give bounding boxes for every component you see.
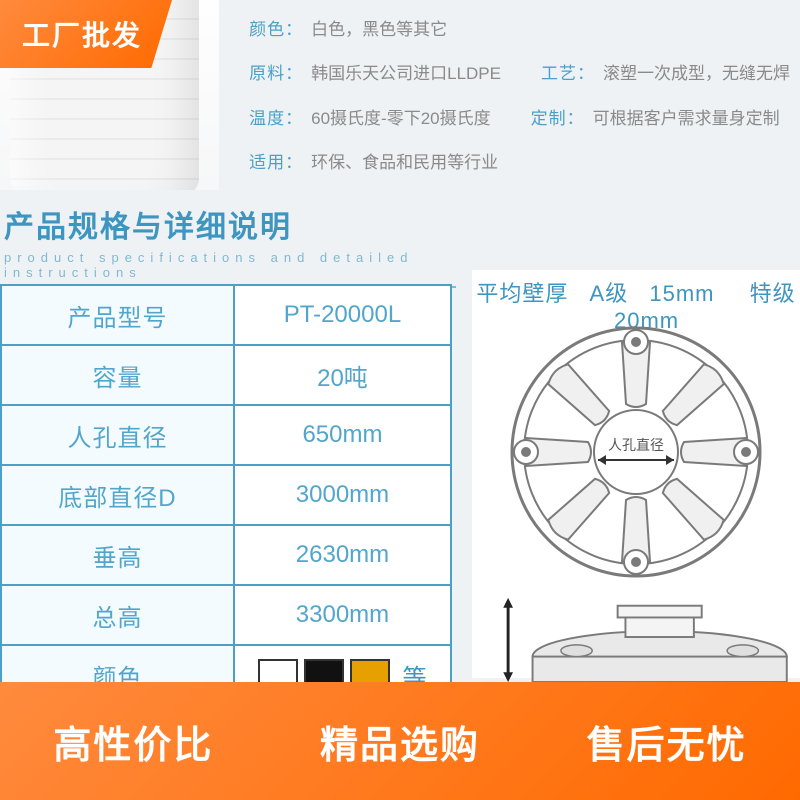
spec-key: 总高 <box>2 586 235 644</box>
attr-material: 原料： 韩国乐天公司进口LLDPE <box>249 58 501 90</box>
attr-process: 工艺： 滚塑一次成型，无缝无焊 <box>541 58 790 90</box>
spec-value: 3000mm <box>235 466 450 524</box>
spec-value: 650mm <box>235 406 450 464</box>
table-row: 产品型号PT-20000L <box>2 286 450 346</box>
table-row: 底部直径D3000mm <box>2 466 450 526</box>
attr-key: 温度： <box>249 103 303 135</box>
attr-key: 定制： <box>531 103 585 135</box>
attr-value: 环保、食品和民用等行业 <box>311 147 498 179</box>
bottom-banner: 高性价比 精品选购 售后无忧 <box>0 682 800 800</box>
spec-value: 3300mm <box>235 586 450 644</box>
spec-key: 垂高 <box>2 526 235 584</box>
attr-value: 可根据客户需求量身定制 <box>593 103 780 135</box>
spec-key: 产品型号 <box>2 286 235 344</box>
spec-key: 人孔直径 <box>2 406 235 464</box>
tank-top-view-diagram: 人孔直径 <box>506 322 766 582</box>
wall-a-val: 15mm <box>649 281 714 306</box>
attr-value: 白色，黑色等其它 <box>311 14 447 46</box>
table-row: 总高3300mm <box>2 586 450 646</box>
table-row: 容量20吨 <box>2 346 450 406</box>
spec-value: 20吨 <box>235 346 450 404</box>
banner-item-aftersale: 售后无忧 <box>587 714 747 769</box>
attr-color: 颜色： 白色，黑色等其它 <box>249 14 447 46</box>
attr-key: 原料： <box>249 58 303 90</box>
spec-value: PT-20000L <box>235 286 450 344</box>
manhole-label: 人孔直径 <box>608 437 664 453</box>
attr-key: 适用： <box>249 147 303 179</box>
attr-temperature: 温度： 60摄氏度-零下20摄氏度 <box>249 103 490 135</box>
attr-application: 适用： 环保、食品和民用等行业 <box>249 147 498 179</box>
table-row: 垂高2630mm <box>2 526 450 586</box>
diagram-panel: 平均壁厚 A级 15mm 特级 20mm <box>472 270 800 678</box>
attr-key: 颜色： <box>249 14 303 46</box>
wall-avg: 平均壁厚 <box>476 281 568 306</box>
wall-s-grade: 特级 <box>750 281 796 306</box>
spec-value: 2630mm <box>235 526 450 584</box>
attr-value: 韩国乐天公司进口LLDPE <box>311 58 501 90</box>
attr-value: 60摄氏度-零下20摄氏度 <box>311 103 490 135</box>
factory-wholesale-badge: 工厂批发 <box>0 0 172 68</box>
section-title-cn: 产品规格与详细说明 <box>4 202 456 246</box>
spec-key: 底部直径D <box>2 466 235 524</box>
section-title: 产品规格与详细说明 product specifications and det… <box>0 202 456 296</box>
section-title-en: product specifications and detailed inst… <box>4 250 456 288</box>
attr-value: 滚塑一次成型，无缝无焊 <box>603 58 790 90</box>
banner-item-value: 高性价比 <box>53 714 213 769</box>
attr-custom: 定制： 可根据客户需求量身定制 <box>531 103 780 135</box>
wall-a-grade: A级 <box>590 281 629 306</box>
banner-item-select: 精品选购 <box>320 714 480 769</box>
spec-key: 容量 <box>2 346 235 404</box>
attribute-list: 颜色： 白色，黑色等其它 原料： 韩国乐天公司进口LLDPE 工艺： 滚塑一次成… <box>219 0 800 190</box>
attr-key: 工艺： <box>541 58 595 90</box>
tank-side-view-diagram <box>494 594 796 682</box>
table-row: 人孔直径650mm <box>2 406 450 466</box>
